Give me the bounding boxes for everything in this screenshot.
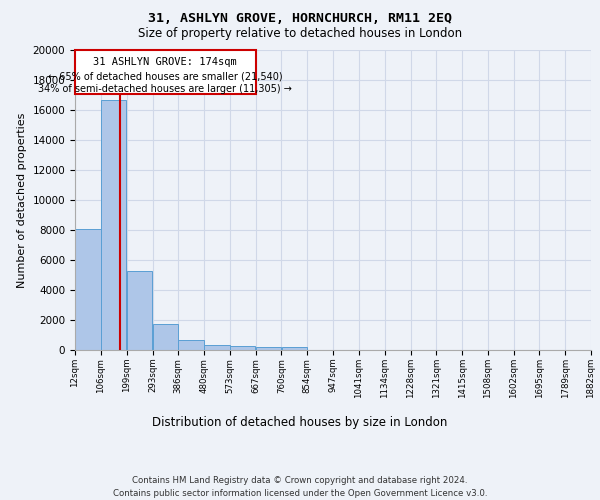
Text: Distribution of detached houses by size in London: Distribution of detached houses by size …	[152, 416, 448, 429]
Text: 34% of semi-detached houses are larger (11,305) →: 34% of semi-detached houses are larger (…	[38, 84, 292, 94]
Text: ← 65% of detached houses are smaller (21,540): ← 65% of detached houses are smaller (21…	[48, 72, 283, 82]
Bar	[230, 346, 256, 350]
Bar	[178, 340, 204, 350]
Text: Contains HM Land Registry data © Crown copyright and database right 2024.
Contai: Contains HM Land Registry data © Crown c…	[113, 476, 487, 498]
Bar	[75, 228, 101, 350]
Bar	[256, 347, 281, 350]
Y-axis label: Number of detached properties: Number of detached properties	[17, 112, 27, 288]
Text: 31 ASHLYN GROVE: 174sqm: 31 ASHLYN GROVE: 174sqm	[94, 56, 237, 66]
Bar	[153, 324, 178, 350]
Text: Size of property relative to detached houses in London: Size of property relative to detached ho…	[138, 28, 462, 40]
Bar	[281, 348, 307, 350]
Bar	[205, 345, 230, 350]
FancyBboxPatch shape	[75, 50, 256, 94]
Bar	[127, 270, 152, 350]
Text: 31, ASHLYN GROVE, HORNCHURCH, RM11 2EQ: 31, ASHLYN GROVE, HORNCHURCH, RM11 2EQ	[148, 12, 452, 26]
Bar	[101, 100, 127, 350]
